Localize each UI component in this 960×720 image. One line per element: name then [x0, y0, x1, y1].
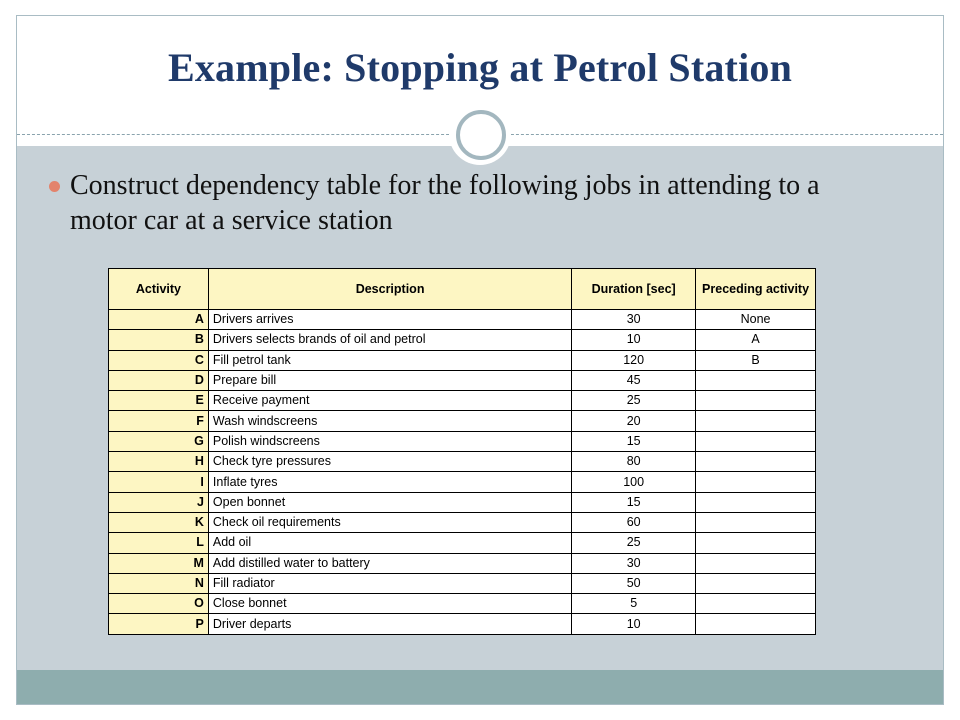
cell-preceding: None	[695, 308, 816, 331]
cell-duration: 25	[571, 390, 697, 412]
table-body: A Drivers arrives 30 None B Drivers selects b…	[108, 308, 816, 635]
table-row: M Add distilled water to battery 30	[108, 552, 816, 574]
table-row: N Fill radiator 50	[108, 572, 816, 595]
table-row: A Drivers arrives 30 None	[108, 308, 816, 331]
cell-preceding	[695, 390, 816, 412]
cell-description: Drivers arrives	[207, 308, 573, 331]
cell-activity: N	[108, 572, 209, 595]
header-description: Description	[207, 268, 573, 310]
cell-activity: H	[108, 451, 209, 473]
cell-preceding	[695, 613, 816, 635]
cell-duration: 5	[571, 593, 697, 615]
cell-activity: G	[108, 430, 209, 453]
cell-description: Add distilled water to battery	[207, 552, 573, 574]
cell-duration: 30	[571, 308, 697, 331]
cell-duration: 25	[571, 532, 697, 554]
cell-duration: 100	[571, 471, 697, 493]
table-row: C Fill petrol tank 120 B	[108, 349, 816, 371]
cell-preceding	[695, 491, 816, 513]
cell-description: Receive payment	[207, 390, 573, 412]
header-preceding: Preceding activity	[695, 268, 816, 310]
cell-description: Fill petrol tank	[207, 349, 573, 371]
cell-activity: D	[108, 369, 209, 392]
table-row: D Prepare bill 45	[108, 369, 816, 392]
cell-activity: O	[108, 593, 209, 615]
cell-preceding	[695, 430, 816, 453]
table-row: B Drivers selects brands of oil and petro…	[108, 329, 816, 351]
cell-preceding	[695, 572, 816, 595]
cell-description: Fill radiator	[207, 572, 573, 595]
cell-preceding	[695, 532, 816, 554]
cell-description: Check oil requirements	[207, 511, 573, 534]
table-row: I Inflate tyres 100	[108, 471, 816, 493]
divider-circle-ring-icon	[456, 110, 506, 160]
cell-description: Drivers selects brands of oil and petrol	[207, 329, 573, 351]
table-row: E Receive payment 25	[108, 390, 816, 412]
cell-duration: 60	[571, 511, 697, 534]
cell-activity: I	[108, 471, 209, 493]
cell-preceding	[695, 410, 816, 432]
footer-band	[17, 670, 943, 704]
table-row: O Close bonnet 5	[108, 593, 816, 615]
cell-duration: 80	[571, 451, 697, 473]
cell-description: Close bonnet	[207, 593, 573, 615]
cell-activity: C	[108, 349, 209, 371]
cell-description: Wash windscreens	[207, 410, 573, 432]
cell-description: Inflate tyres	[207, 471, 573, 493]
cell-activity: P	[108, 613, 209, 635]
cell-preceding	[695, 471, 816, 493]
table-row: K Check oil requirements 60	[108, 511, 816, 534]
cell-activity: M	[108, 552, 209, 574]
bullet-dot-icon	[49, 181, 60, 192]
cell-preceding	[695, 451, 816, 473]
cell-activity: L	[108, 532, 209, 554]
cell-description: Prepare bill	[207, 369, 573, 392]
cell-duration: 50	[571, 572, 697, 595]
cell-duration: 30	[571, 552, 697, 574]
cell-description: Check tyre pressures	[207, 451, 573, 473]
cell-preceding	[695, 511, 816, 534]
cell-duration: 15	[571, 430, 697, 453]
table-row: F Wash windscreens 20	[108, 410, 816, 432]
header-activity: Activity	[108, 268, 209, 310]
table-row: L Add oil 25	[108, 532, 816, 554]
cell-description: Add oil	[207, 532, 573, 554]
cell-duration: 120	[571, 349, 697, 371]
cell-activity: E	[108, 390, 209, 412]
table-row: P Driver departs 10	[108, 613, 816, 635]
cell-description: Driver departs	[207, 613, 573, 635]
cell-description: Polish windscreens	[207, 430, 573, 453]
table-row: H Check tyre pressures 80	[108, 451, 816, 473]
cell-preceding	[695, 369, 816, 392]
table-row: G Polish windscreens 15	[108, 430, 816, 453]
cell-activity: K	[108, 511, 209, 534]
cell-activity: B	[108, 329, 209, 351]
cell-preceding: A	[695, 329, 816, 351]
bullet-text: Construct dependency table for the follo…	[70, 170, 820, 236]
header-duration: Duration [sec]	[571, 268, 697, 310]
table-row: J Open bonnet 15	[108, 491, 816, 513]
slide-title: Example: Stopping at Petrol Station	[167, 45, 793, 90]
cell-duration: 20	[571, 410, 697, 432]
cell-duration: 45	[571, 369, 697, 392]
cell-activity: J	[108, 491, 209, 513]
cell-duration: 10	[571, 613, 697, 635]
table-header-row: Activity Description Duration [sec] Prec…	[108, 268, 816, 310]
cell-duration: 15	[571, 491, 697, 513]
cell-preceding	[695, 593, 816, 615]
dependency-table: Activity Description Duration [sec] Prec…	[108, 268, 816, 635]
cell-preceding	[695, 552, 816, 574]
cell-activity: F	[108, 410, 209, 432]
cell-duration: 10	[571, 329, 697, 351]
cell-description: Open bonnet	[207, 491, 573, 513]
cell-preceding: B	[695, 349, 816, 371]
cell-activity: A	[108, 308, 209, 331]
